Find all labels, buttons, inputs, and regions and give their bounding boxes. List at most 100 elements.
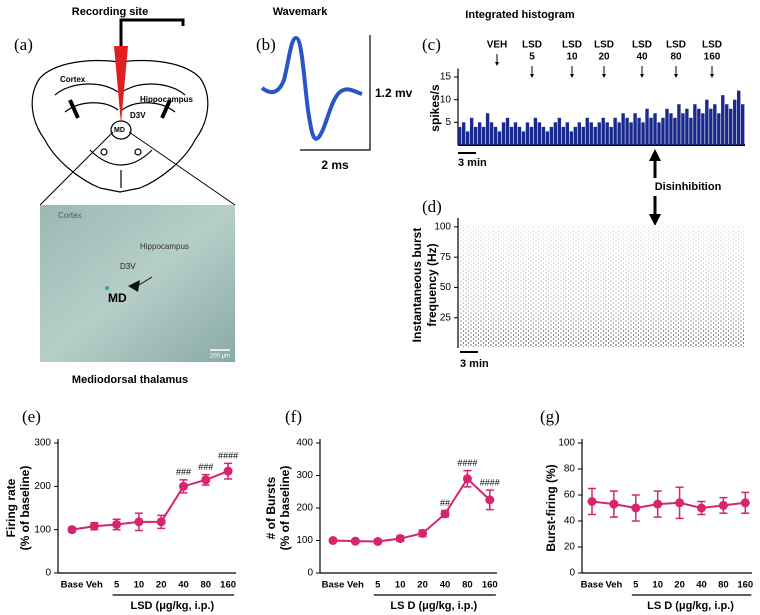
bar — [465, 131, 470, 145]
x-tick-label: 10 — [134, 580, 145, 591]
y-axis-label: Burst-firing (%) — [544, 464, 558, 551]
x-tick-label: 160 — [737, 580, 753, 591]
waveform — [260, 35, 363, 141]
x-tick-label: 20 — [156, 580, 167, 591]
brain-label: MD — [114, 127, 125, 134]
bar — [549, 126, 554, 145]
bar — [493, 126, 498, 145]
x-tick-label: 80 — [201, 580, 212, 591]
y-tick-label: 0 — [307, 568, 313, 579]
panel-label: (d) — [422, 197, 442, 216]
bar — [705, 99, 709, 145]
bar — [693, 104, 697, 145]
bar — [657, 122, 661, 145]
panel-title: Recording site — [72, 6, 148, 18]
y-tick-label: 10 — [440, 94, 452, 105]
bar — [593, 126, 597, 145]
point — [653, 499, 663, 509]
y-axis-label: Firing rate — [4, 478, 18, 537]
brain-diagram — [31, 59, 209, 193]
bar — [689, 117, 693, 145]
bar — [473, 126, 478, 145]
histology-label: D3V — [120, 262, 136, 271]
bar — [653, 113, 657, 145]
bar — [581, 126, 585, 145]
arrow-line — [138, 276, 153, 286]
brain-label: Cortex — [60, 75, 86, 84]
point — [112, 519, 122, 529]
x-tick-label: 40 — [178, 580, 189, 591]
bar — [741, 104, 745, 145]
y-tick-label: 400 — [296, 438, 313, 449]
bar — [569, 131, 573, 145]
bar — [625, 117, 629, 145]
panel-label: (f) — [285, 407, 302, 426]
y-tick-label: 0 — [569, 568, 575, 579]
y-axis-label: spikes/s — [428, 84, 442, 132]
bar — [713, 104, 717, 145]
electrode — [114, 46, 128, 124]
bar — [577, 122, 581, 145]
arrowhead — [128, 280, 140, 292]
significance: ### — [198, 462, 213, 472]
bar — [733, 99, 737, 145]
bar — [605, 122, 609, 145]
bar — [485, 113, 490, 145]
bar — [701, 113, 705, 145]
point — [134, 517, 144, 527]
x-axis-label: LS D (μg/kg, i.p.) — [390, 600, 477, 612]
y-tick-label: 300 — [34, 438, 51, 449]
bar — [681, 113, 685, 145]
dye-spot — [105, 286, 109, 290]
x-tick-label: Base — [581, 580, 604, 591]
y-tick-label: 50 — [440, 282, 452, 293]
event-label: 160 — [704, 52, 721, 63]
burst-raster — [460, 225, 745, 347]
significance: #### — [218, 451, 238, 461]
x-tick-label: 5 — [375, 580, 381, 591]
bar — [641, 122, 645, 145]
point — [156, 517, 166, 527]
y-tick-label: 300 — [296, 470, 313, 481]
y-axis-label: (% of baseline) — [18, 466, 32, 551]
y-tick-label: 40 — [564, 516, 576, 527]
bar — [585, 117, 589, 145]
chart-title: Integrated histogram — [465, 9, 575, 21]
panel-label: (a) — [14, 35, 33, 54]
scale-bar-label: 3 min — [460, 358, 489, 370]
bar — [633, 113, 637, 145]
x-tick-label: 80 — [462, 580, 473, 591]
significance: #### — [457, 458, 477, 468]
bar — [729, 108, 733, 145]
point — [609, 499, 619, 509]
point — [201, 475, 211, 485]
event-label: 5 — [529, 52, 535, 63]
point — [373, 536, 383, 546]
bar — [529, 126, 534, 145]
x-tick-label: 40 — [440, 580, 451, 591]
y-tick-label: 60 — [564, 490, 576, 501]
significance: ## — [440, 498, 450, 508]
x-tick-label: 40 — [696, 580, 707, 591]
y-axis-label: Instantaneous burst — [410, 228, 424, 343]
bar — [725, 104, 729, 145]
bar — [521, 131, 526, 145]
x-tick-label: Veh — [86, 580, 103, 591]
bar — [497, 131, 502, 145]
point — [395, 534, 405, 544]
event-label: 10 — [566, 52, 578, 63]
histology-label: Cortex — [58, 211, 82, 220]
y-tick-label: 100 — [558, 438, 575, 449]
event-label: LSD — [522, 40, 542, 51]
bar — [565, 122, 570, 145]
scale-label: 200 μm — [210, 354, 230, 360]
y-axis-label: frequency (Hz) — [425, 243, 439, 326]
bar — [677, 104, 681, 145]
y-tick-label: 0 — [45, 568, 51, 579]
amplitude-label: 1.2 mv — [375, 86, 413, 100]
event-label: LSD — [562, 40, 582, 51]
bar — [477, 122, 482, 145]
x-tick-label: 160 — [220, 580, 236, 591]
point — [485, 495, 495, 505]
